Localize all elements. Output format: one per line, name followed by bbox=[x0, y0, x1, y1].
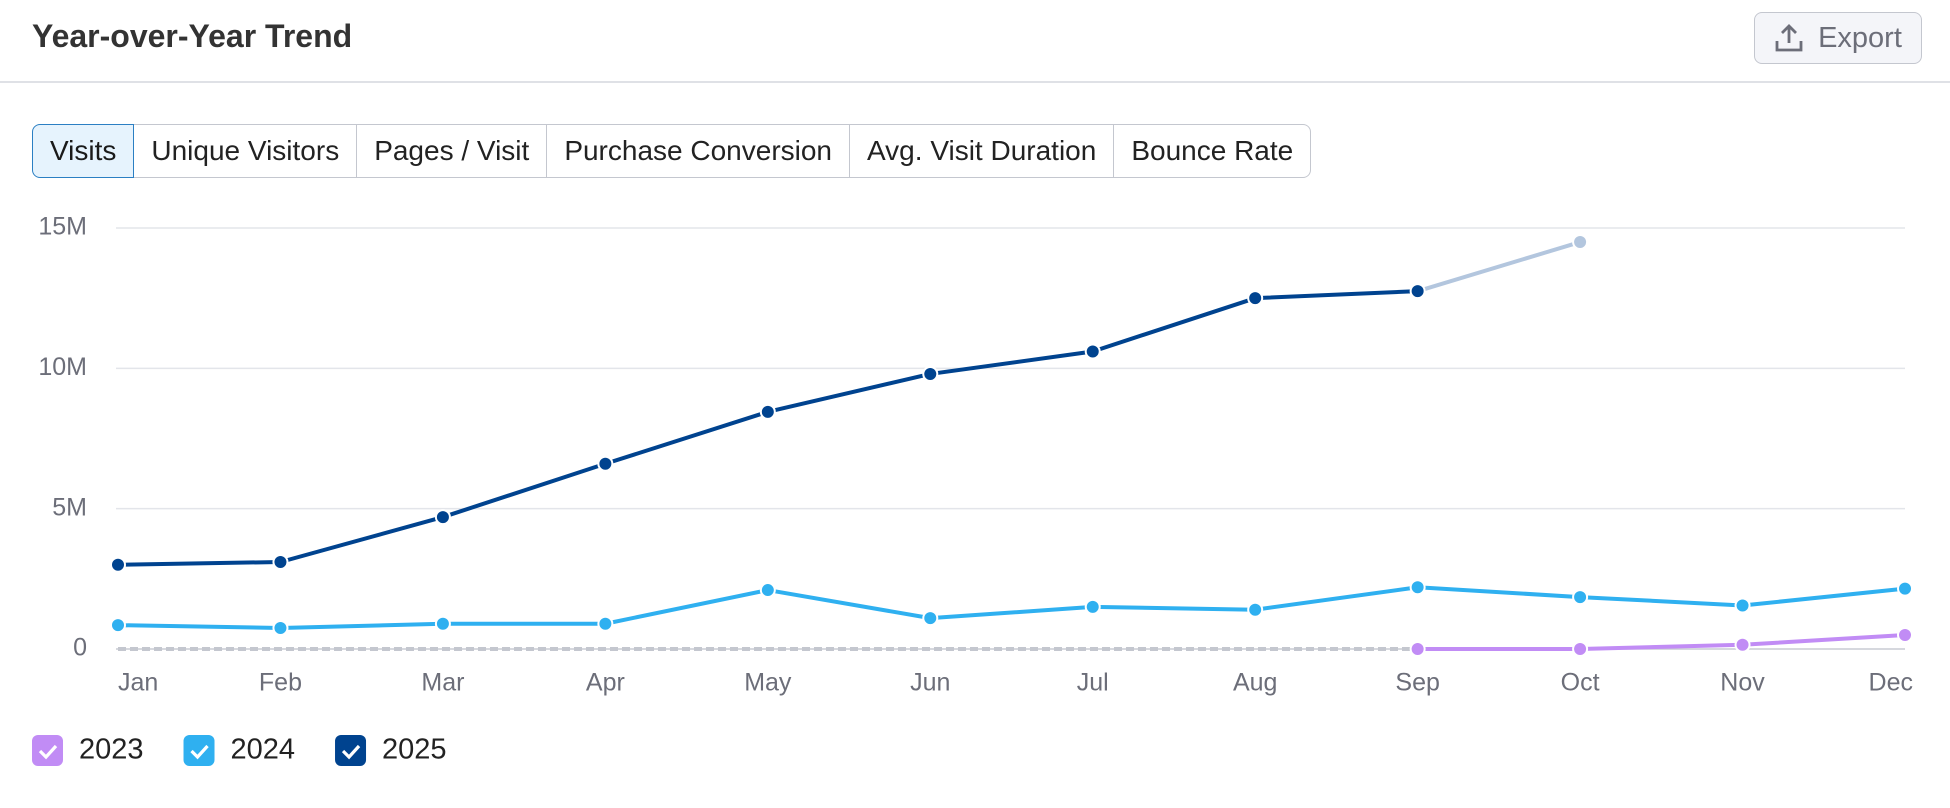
y-tick-label: 10M bbox=[38, 353, 87, 381]
legend-item[interactable]: 2024 bbox=[183, 734, 296, 766]
point bbox=[597, 615, 614, 632]
legend-item[interactable]: 2025 bbox=[335, 734, 447, 766]
point bbox=[1897, 626, 1913, 643]
point bbox=[1409, 283, 1426, 300]
x-tick-label: Feb bbox=[259, 669, 302, 697]
point bbox=[272, 553, 289, 570]
point bbox=[434, 509, 451, 526]
tab[interactable]: Bounce Rate bbox=[1114, 124, 1312, 178]
x-tick-label: Jul bbox=[1077, 669, 1109, 697]
point bbox=[1409, 641, 1426, 657]
point bbox=[1409, 579, 1426, 596]
y-tick-label: 5M bbox=[52, 493, 87, 521]
y-tick-label: 0 bbox=[73, 634, 87, 662]
point bbox=[1734, 597, 1751, 614]
legend-item[interactable]: 2023 bbox=[32, 734, 144, 766]
point bbox=[759, 403, 776, 420]
legend-check bbox=[341, 744, 361, 760]
x-tick-label: Oct bbox=[1561, 669, 1600, 697]
legend-checkbox bbox=[183, 735, 215, 766]
divider bbox=[0, 81, 1950, 83]
x-tick-label: Dec bbox=[1869, 669, 1913, 697]
x-tick-label: Aug bbox=[1233, 669, 1277, 697]
legend-checkbox bbox=[32, 735, 63, 766]
point bbox=[1084, 343, 1101, 360]
point bbox=[922, 365, 939, 382]
tab[interactable]: Avg. Visit Duration bbox=[850, 124, 1115, 178]
point bbox=[1247, 601, 1264, 618]
point bbox=[1734, 636, 1751, 653]
point bbox=[1572, 234, 1589, 251]
point bbox=[1572, 589, 1589, 606]
point bbox=[1247, 290, 1264, 307]
y-tick-label: 15M bbox=[38, 213, 87, 241]
point bbox=[434, 615, 451, 632]
title: Year-over-Year Trend bbox=[32, 18, 353, 54]
tab[interactable]: Visits bbox=[32, 124, 135, 178]
series-line bbox=[117, 585, 1906, 630]
series-line bbox=[117, 289, 1418, 567]
point bbox=[922, 610, 939, 627]
legend-check bbox=[38, 744, 58, 760]
export-button[interactable]: Export bbox=[1754, 12, 1922, 64]
export-icon bbox=[1775, 24, 1803, 52]
series-line bbox=[1417, 632, 1906, 651]
tab[interactable]: Pages / Visit bbox=[357, 124, 548, 178]
x-tick-label: Mar bbox=[421, 669, 464, 697]
point bbox=[597, 455, 614, 472]
legend-check bbox=[190, 744, 209, 760]
legend-label: 2025 bbox=[382, 734, 447, 766]
point bbox=[272, 619, 289, 636]
x-tick-label: May bbox=[744, 669, 792, 697]
point bbox=[1572, 641, 1589, 657]
point bbox=[110, 556, 126, 573]
x-tick-label: Jun bbox=[910, 669, 950, 697]
legend-label: 2023 bbox=[79, 734, 144, 766]
tab[interactable]: Unique Visitors bbox=[134, 124, 358, 178]
point bbox=[110, 617, 126, 634]
tabs: Visits Unique Visitors Pages / Visit Purcha… bbox=[32, 124, 1312, 178]
forecast-line bbox=[1417, 240, 1581, 294]
point bbox=[759, 582, 776, 599]
legend-label: 2024 bbox=[231, 734, 296, 766]
x-tick-label: Nov bbox=[1720, 669, 1765, 697]
export-label: Export bbox=[1818, 21, 1902, 54]
point bbox=[1897, 580, 1913, 597]
tab[interactable]: Purchase Conversion bbox=[547, 124, 851, 178]
x-tick-label: Jan bbox=[118, 669, 158, 697]
x-tick-label: Apr bbox=[586, 669, 625, 697]
point bbox=[1084, 598, 1101, 615]
x-tick-label: Sep bbox=[1395, 669, 1439, 697]
legend-checkbox bbox=[335, 735, 367, 766]
